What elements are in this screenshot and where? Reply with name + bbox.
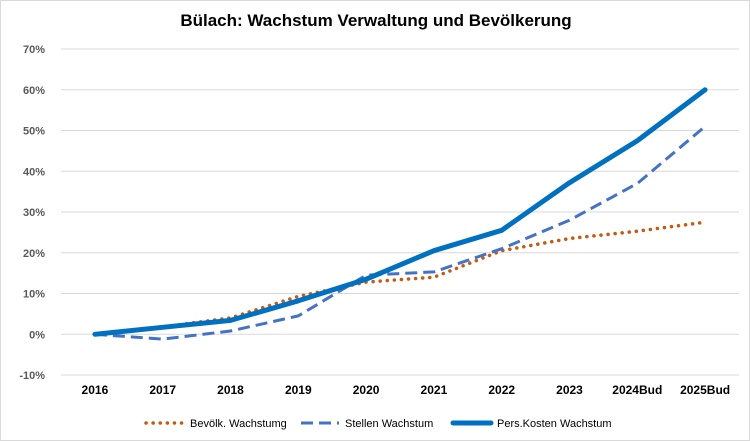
x-tick-label: 2023 (556, 383, 583, 397)
y-tick-label: 70% (23, 44, 45, 56)
y-tick-label: 30% (23, 207, 45, 219)
chart-title: Bülach: Wachstum Verwaltung und Bevölker… (180, 11, 572, 30)
grid-lines (61, 48, 739, 376)
x-tick-label: 2019 (285, 383, 312, 397)
x-tick-label: 2024Bud (612, 383, 662, 397)
x-tick-label: 2022 (488, 383, 515, 397)
x-tick-label: 2017 (149, 383, 176, 397)
y-tick-label: 20% (23, 248, 45, 260)
y-tick-label: 50% (23, 126, 45, 138)
y-axis-tick-labels: -10% 0% 10% 20% 30% 40% 50% 60% 70% (19, 44, 45, 382)
legend-label-2: Stellen Wachstum (345, 418, 433, 430)
y-tick-label: 60% (23, 85, 45, 97)
legend: Bevölk. Wachstumg Stellen Wachstum Pers.Ko… (144, 418, 612, 430)
series-lines (92, 87, 708, 341)
x-tick-label: 2020 (353, 383, 380, 397)
y-tick-label: 10% (23, 289, 45, 301)
series-line-3 (92, 87, 708, 337)
x-axis-tick-labels: 2016 2017 2018 2019 2020 2021 2022 2023 2024Bud 2… (82, 383, 731, 397)
series-line-1 (93, 220, 707, 337)
x-tick-label: 2016 (82, 383, 109, 397)
y-tick-label: 40% (23, 166, 45, 178)
y-tick-label: -10% (19, 370, 45, 382)
x-tick-label: 2018 (217, 383, 244, 397)
legend-label-3: Pers.Kosten Wachstum (497, 418, 612, 430)
legend-label-1: Bevölk. Wachstumg (190, 418, 287, 430)
y-tick-label: 0% (29, 329, 45, 341)
x-tick-label: 2021 (421, 383, 448, 397)
x-tick-label: 2025Bud (680, 383, 730, 397)
